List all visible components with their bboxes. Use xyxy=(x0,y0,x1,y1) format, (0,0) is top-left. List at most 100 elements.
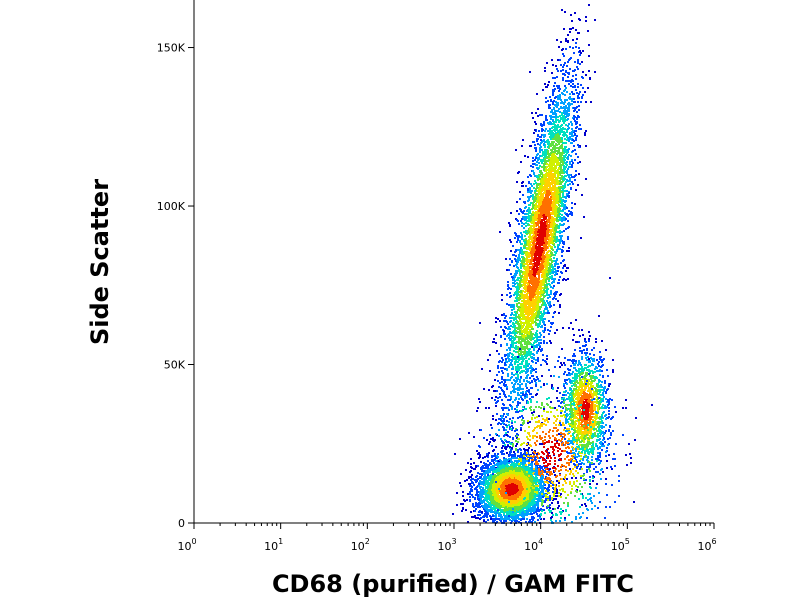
event-dot xyxy=(537,231,539,233)
event-dot xyxy=(541,313,543,315)
event-dot xyxy=(497,397,499,399)
event-dot xyxy=(551,229,553,231)
event-dot xyxy=(559,177,561,179)
event-dot xyxy=(563,149,565,151)
event-dot xyxy=(554,172,556,174)
event-dot xyxy=(571,131,573,133)
event-dot xyxy=(555,170,557,172)
event-dot xyxy=(497,365,499,367)
event-dot xyxy=(544,246,546,248)
event-dot xyxy=(537,176,539,178)
event-dot xyxy=(509,418,511,420)
event-dot xyxy=(552,266,554,268)
event-dot xyxy=(556,68,558,70)
event-dot xyxy=(571,142,573,144)
event-dot xyxy=(546,358,548,360)
event-dot xyxy=(520,315,522,317)
event-dot xyxy=(539,209,541,211)
event-dot xyxy=(551,178,553,180)
event-dot xyxy=(549,136,551,138)
event-dot xyxy=(569,174,571,176)
event-dot xyxy=(558,135,560,137)
event-dot xyxy=(535,323,537,325)
event-dot xyxy=(532,254,534,256)
event-dot xyxy=(543,174,545,176)
event-dot xyxy=(525,274,527,276)
event-dot xyxy=(551,109,553,111)
event-dot xyxy=(535,236,537,238)
event-dot xyxy=(536,238,538,240)
event-dot xyxy=(504,317,506,319)
event-dot xyxy=(512,285,514,287)
event-dot xyxy=(549,330,551,332)
event-dot xyxy=(531,344,533,346)
event-dot xyxy=(503,313,505,315)
event-dot xyxy=(512,417,514,419)
event-dot xyxy=(555,116,557,118)
event-dot xyxy=(562,279,564,281)
event-dot xyxy=(502,426,504,428)
event-dot xyxy=(513,339,515,341)
event-dot xyxy=(535,123,537,125)
event-dot xyxy=(521,243,523,245)
event-dot xyxy=(553,285,555,287)
event-dot xyxy=(544,308,546,310)
event-dot xyxy=(523,324,525,326)
event-dot xyxy=(528,314,530,316)
event-dot xyxy=(577,61,579,63)
event-dot xyxy=(543,342,545,344)
event-dot xyxy=(549,241,551,243)
event-dot xyxy=(539,149,541,151)
event-dot xyxy=(506,335,508,337)
event-dot xyxy=(556,196,558,198)
event-dot xyxy=(511,356,513,358)
event-dot xyxy=(525,319,527,321)
event-dot xyxy=(563,28,565,30)
event-dot xyxy=(564,196,566,198)
event-dot xyxy=(528,182,530,184)
event-dot xyxy=(489,354,491,356)
event-dot xyxy=(533,411,535,413)
event-dot xyxy=(557,240,559,242)
event-dot xyxy=(561,160,563,162)
event-dot xyxy=(525,238,527,240)
event-dot xyxy=(563,169,565,171)
event-dot xyxy=(549,166,551,168)
event-dot xyxy=(555,272,557,274)
event-dot xyxy=(521,310,523,312)
event-dot xyxy=(527,363,529,365)
event-dot xyxy=(570,155,572,157)
event-dot xyxy=(539,269,541,271)
event-dot xyxy=(537,222,539,224)
event-dot xyxy=(530,232,532,234)
event-dot xyxy=(504,354,506,356)
event-dot xyxy=(535,188,537,190)
event-dot xyxy=(562,69,564,71)
event-dot xyxy=(535,182,537,184)
event-dot xyxy=(529,281,531,283)
event-dot xyxy=(524,280,526,282)
event-dot xyxy=(561,224,563,226)
event-dot xyxy=(519,240,521,242)
event-dot xyxy=(536,140,538,142)
event-dot xyxy=(508,269,510,271)
event-dot xyxy=(518,291,520,293)
event-dot xyxy=(501,376,503,378)
event-dot xyxy=(548,320,550,322)
event-dot xyxy=(574,101,576,103)
event-dot xyxy=(550,134,552,136)
event-dot xyxy=(553,236,555,238)
event-dot xyxy=(518,306,520,308)
event-dot xyxy=(545,128,547,130)
event-dot xyxy=(515,321,517,323)
event-dot xyxy=(518,353,520,355)
event-dot xyxy=(576,135,578,137)
event-dot xyxy=(545,117,547,119)
event-dot xyxy=(541,238,543,240)
event-dot xyxy=(512,245,514,247)
event-dot xyxy=(560,153,562,155)
event-dot xyxy=(554,254,556,256)
event-dot xyxy=(518,350,520,352)
event-dot xyxy=(510,396,512,398)
event-dot xyxy=(577,115,579,117)
